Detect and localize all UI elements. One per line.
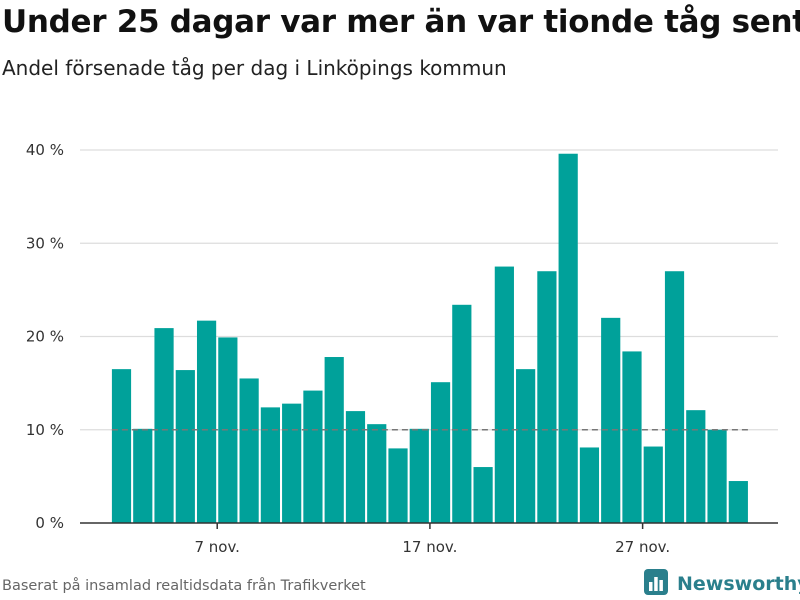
bar [282, 403, 302, 523]
bar [558, 153, 578, 524]
chart-subtitle: Andel försenade tåg per dag i Linköpings… [2, 56, 507, 80]
bar [111, 369, 132, 523]
chart-title: Under 25 dagar var mer än var tionde tåg… [2, 4, 800, 40]
bars [111, 153, 748, 524]
bar [686, 410, 706, 523]
x-axis-labels: 7 nov. 17 nov. 27 nov. [194, 538, 670, 556]
bar [154, 328, 174, 523]
bar-chart-logo-icon [643, 568, 669, 600]
bar [622, 351, 642, 523]
y-tick-label: 30 % [26, 234, 64, 252]
bar [728, 481, 748, 523]
bar [473, 467, 493, 523]
bar [601, 317, 621, 523]
bar [664, 271, 685, 523]
bar [303, 390, 323, 523]
brand-name: Newsworthy [677, 573, 800, 595]
bar [452, 304, 472, 523]
bar [643, 446, 663, 523]
bar [345, 411, 366, 523]
bar [175, 370, 195, 523]
bar [388, 448, 408, 523]
bar [409, 428, 429, 523]
bar [260, 407, 280, 523]
brand-logo: Newsworthy [643, 568, 800, 600]
bar [707, 429, 727, 523]
bar [579, 447, 600, 523]
bar [516, 369, 536, 523]
bar [367, 424, 387, 523]
y-axis-labels: 0 % 10 % 20 % 30 % 40 % [26, 141, 64, 532]
source-note: Baserat på insamlad realtidsdata från Tr… [2, 578, 366, 594]
bar [537, 271, 557, 523]
y-tick-label: 10 % [26, 421, 64, 439]
x-tick-label: 17 nov. [402, 538, 457, 556]
x-axis [80, 522, 778, 529]
x-tick-label: 27 nov. [615, 538, 670, 556]
bar [430, 382, 451, 523]
y-tick-label: 0 % [35, 514, 64, 532]
bar [133, 428, 153, 523]
bar [324, 357, 344, 523]
bar [494, 266, 514, 523]
bar [196, 320, 217, 523]
bar [239, 378, 259, 523]
y-tick-label: 20 % [26, 328, 64, 346]
y-tick-label: 40 % [26, 141, 64, 159]
x-tick-label: 7 nov. [194, 538, 239, 556]
